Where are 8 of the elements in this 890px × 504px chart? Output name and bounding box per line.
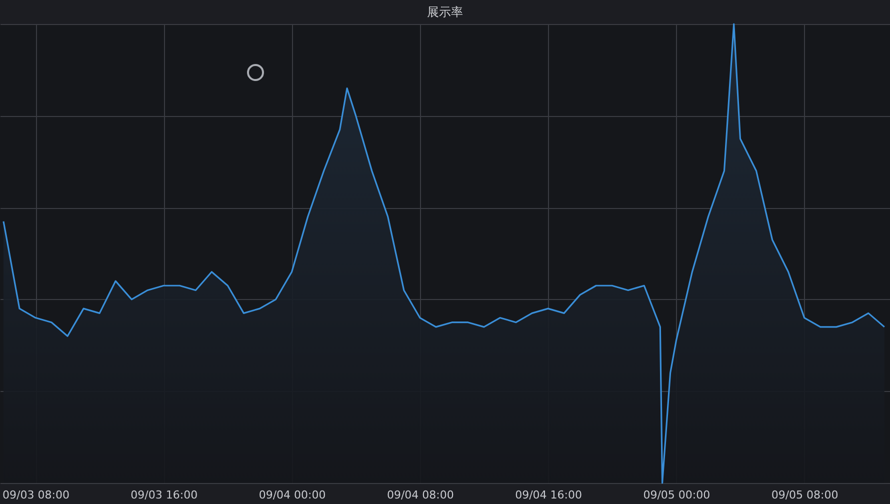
- x-tick-label: 09/04 16:00: [515, 488, 582, 502]
- chart-title: 展示率: [427, 5, 463, 20]
- x-tick-label: 09/03 16:00: [130, 488, 198, 502]
- x-tick-label: 09/03 08:00: [2, 488, 70, 502]
- x-tick-label: 09/05 08:00: [771, 488, 838, 502]
- x-tick-label: 09/04 08:00: [386, 488, 454, 502]
- x-tick-label: 09/05 00:00: [643, 488, 710, 502]
- x-tick-label: 09/04 00:00: [258, 488, 326, 502]
